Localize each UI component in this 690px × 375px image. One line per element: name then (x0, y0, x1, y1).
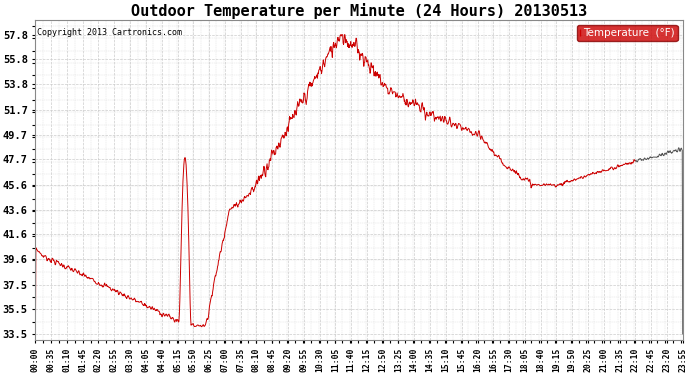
Title: Outdoor Temperature per Minute (24 Hours) 20130513: Outdoor Temperature per Minute (24 Hours… (131, 3, 587, 19)
Text: Copyright 2013 Cartronics.com: Copyright 2013 Cartronics.com (37, 28, 181, 37)
Legend: Temperature  (°F): Temperature (°F) (577, 25, 678, 41)
